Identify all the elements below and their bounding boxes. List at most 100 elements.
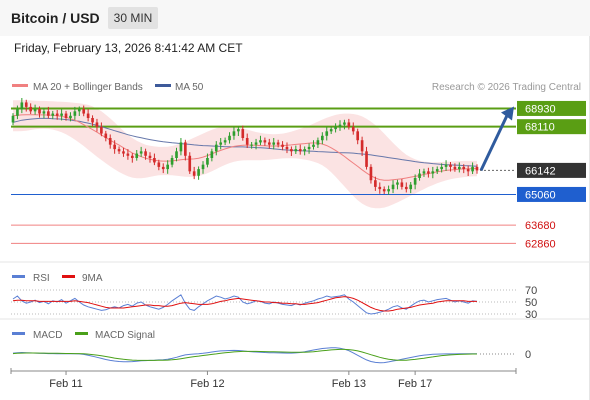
candle-body <box>179 142 183 152</box>
rsi-ma-legend-swatch <box>62 275 75 278</box>
candle-body <box>130 155 134 158</box>
rsi-ma-legend-label: 9MA <box>82 273 103 284</box>
candle-body <box>378 186 382 190</box>
candle-body <box>161 166 165 170</box>
candle-body <box>276 142 280 145</box>
ma50-legend-label: MA 50 <box>175 82 204 93</box>
candle-body <box>290 149 293 152</box>
candle-body <box>396 182 399 185</box>
macd-legend-label: MACD <box>33 330 62 341</box>
target-level-label: 63680 <box>525 220 556 232</box>
current-level-tag <box>517 162 586 178</box>
bollinger-legend-swatch <box>12 84 28 87</box>
rsi-tick-label: 70 <box>525 285 537 297</box>
candle-body <box>250 144 253 146</box>
candle-body <box>241 129 245 138</box>
candle-body <box>16 109 19 116</box>
instrument-title: Bitcoin / USD <box>11 10 100 26</box>
candle-body <box>29 106 33 112</box>
candle-body <box>321 135 324 141</box>
candle-body <box>166 164 169 170</box>
candle-body <box>334 126 337 130</box>
candle-body <box>113 144 116 150</box>
bollinger-band <box>13 100 477 209</box>
candle-body <box>263 140 267 143</box>
candle-body <box>374 180 377 187</box>
candle-body <box>272 142 276 145</box>
candle-body <box>281 144 284 147</box>
ma50-line <box>12 117 478 167</box>
candle-body <box>223 140 227 143</box>
rsi-line <box>12 294 478 315</box>
candle-body <box>409 184 413 190</box>
candle-body <box>387 189 390 192</box>
candle-body <box>33 109 37 112</box>
candle-body <box>462 166 466 170</box>
candle-body <box>77 109 81 112</box>
candle-body <box>312 144 315 147</box>
ma50-legend-swatch <box>155 84 171 87</box>
candle-body <box>360 140 364 152</box>
timestamp: Friday, February 13, 2026 8:41:42 AM CET <box>14 41 243 55</box>
candle-body <box>435 169 439 172</box>
candle-body <box>69 115 72 118</box>
candle-body <box>369 166 373 181</box>
forecast-arrow-shaft <box>479 112 510 172</box>
macd-signal-line <box>12 348 477 361</box>
candle-body <box>197 169 200 176</box>
candle-body <box>259 140 262 143</box>
candle-body <box>427 171 430 174</box>
time-tick-label: Feb 13 <box>332 378 366 390</box>
candle-body <box>351 126 355 132</box>
candle-body <box>20 102 24 110</box>
candle-body <box>338 124 342 127</box>
resistance-level-tag <box>517 119 586 135</box>
candle-body <box>228 135 231 141</box>
candle-body <box>73 111 77 116</box>
candle-body <box>475 166 479 171</box>
candle-body <box>449 164 452 167</box>
candle-body <box>192 171 196 176</box>
time-tick-label: Feb 11 <box>49 378 82 390</box>
target-level-label: 62860 <box>525 238 556 250</box>
time-axis-ticks: Feb 11 Feb 12 Feb 13 Feb 17 <box>10 368 517 390</box>
candle-body <box>42 111 46 114</box>
candle-body <box>466 169 470 172</box>
candle-body <box>356 131 360 141</box>
candle-body <box>457 166 461 170</box>
price-panel: 68930 68110 66142 65060 63680 62860 <box>11 98 586 250</box>
resistance-level-tag <box>517 100 586 116</box>
candle-body <box>86 113 90 118</box>
candle-body <box>82 109 86 114</box>
candle-body <box>285 146 289 150</box>
candle-body <box>232 131 236 136</box>
candle-body <box>24 102 28 107</box>
current-level-label: 66142 <box>525 165 556 177</box>
candle-body <box>471 166 474 172</box>
rsi-tick-label: 30 <box>525 309 537 321</box>
candle-body <box>343 122 346 125</box>
header-bar: Bitcoin / USD 30 MIN <box>0 0 590 36</box>
candle-body <box>122 151 125 154</box>
candle-body <box>391 184 395 190</box>
candle-body <box>254 142 258 145</box>
candle-body <box>153 158 156 163</box>
timeframe-button[interactable]: 30 MIN <box>108 7 158 29</box>
candle-body <box>139 151 143 154</box>
time-tick-label: Feb 17 <box>398 378 432 390</box>
credit-text: Research © 2026 Trading Central <box>432 82 581 93</box>
candle-body <box>214 144 218 152</box>
candle-body <box>418 173 421 178</box>
candle-body <box>91 118 94 123</box>
candle-body <box>440 166 443 170</box>
candle-body <box>11 115 15 123</box>
candle-body <box>413 178 417 185</box>
candle-body <box>170 158 174 165</box>
candle-body <box>175 151 178 158</box>
candle-body <box>347 122 351 127</box>
candle-body <box>219 142 223 145</box>
candle-body <box>206 158 209 165</box>
candle-body <box>453 166 457 170</box>
candle-body <box>431 171 435 174</box>
